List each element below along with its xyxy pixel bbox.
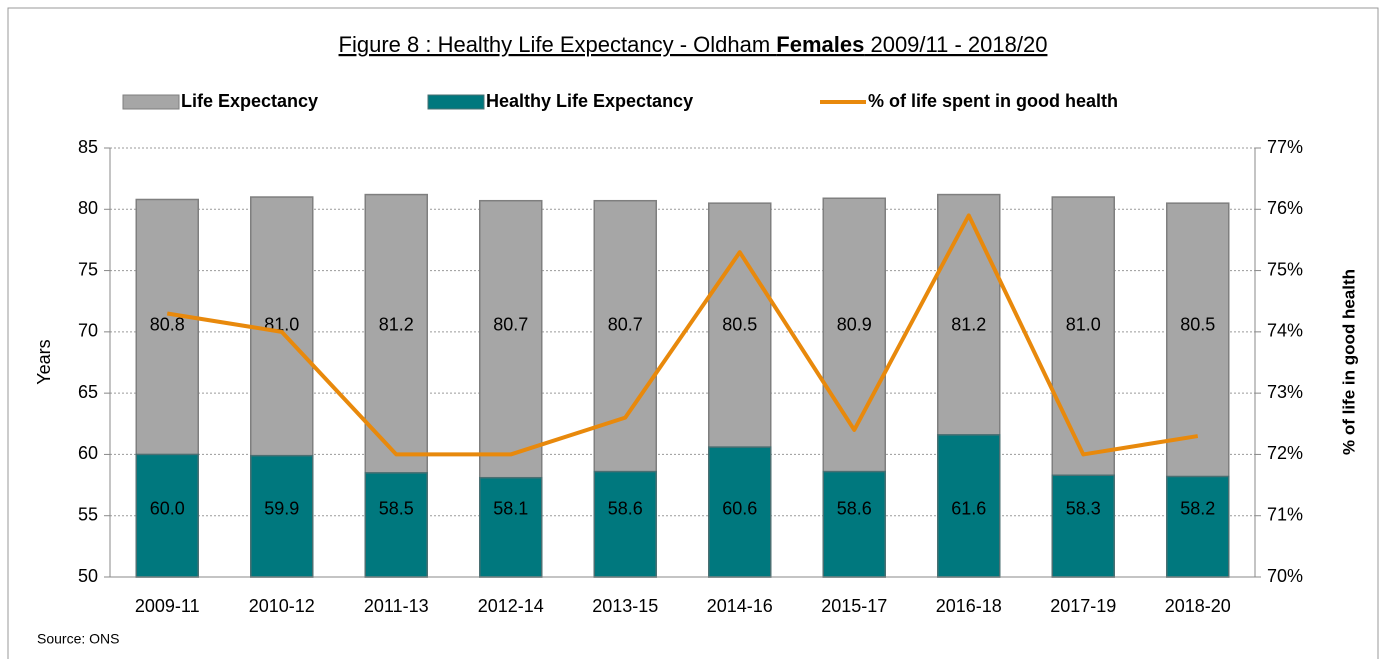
source: Source: ONS <box>37 631 119 647</box>
legend-swatch <box>122 94 180 110</box>
legend-swatch <box>427 94 485 110</box>
y2-tick-label: 71% <box>1267 504 1303 524</box>
bar <box>479 476 543 578</box>
y-axis-label: Years <box>34 339 54 384</box>
data-label: 60.0 <box>150 498 185 518</box>
y-tick-label: 85 <box>78 137 98 157</box>
legend-label: % of life spent in good health <box>868 91 1118 111</box>
bar <box>250 454 314 578</box>
y-tick-label: 80 <box>78 198 98 218</box>
title-part: 2009/11 - 2018/20 <box>864 32 1047 57</box>
y-tick-label: 55 <box>78 504 98 524</box>
data-label: 58.2 <box>1180 498 1215 518</box>
data-label: 58.5 <box>379 498 414 518</box>
bar <box>937 434 1001 578</box>
x-tick-label: 2010-12 <box>249 596 315 616</box>
y2-tick-label: 74% <box>1267 321 1303 341</box>
y-tick-label: 60 <box>78 443 98 463</box>
x-tick-label: 2015-17 <box>821 596 887 616</box>
y-tick-label: 75 <box>78 259 98 279</box>
data-label: 81.2 <box>379 314 414 334</box>
bar <box>1051 474 1115 578</box>
legend-label: Healthy Life Expectancy <box>486 91 693 111</box>
y2-tick-label: 73% <box>1267 382 1303 402</box>
y2-tick-label: 72% <box>1267 443 1303 463</box>
data-label: 58.6 <box>608 498 643 518</box>
data-label: 80.8 <box>150 314 185 334</box>
x-tick-label: 2009-11 <box>135 596 200 616</box>
line-series <box>166 213 1199 457</box>
x-tick-label: 2011-13 <box>364 596 429 616</box>
data-label: 59.9 <box>264 498 299 518</box>
y2-tick-label: 76% <box>1267 198 1303 218</box>
bar <box>822 470 886 578</box>
title-part: Females <box>776 32 864 57</box>
data-label: 80.5 <box>722 314 757 334</box>
data-label: 61.6 <box>951 498 986 518</box>
y-tick-label: 65 <box>78 382 98 402</box>
bar <box>1166 475 1230 578</box>
title-part: Figure 8 : Healthy Life Expectancy - Old… <box>339 32 777 57</box>
x-tick-label: 2016-18 <box>936 596 1002 616</box>
bar <box>135 453 199 578</box>
x-tick-label: 2017-19 <box>1050 596 1116 616</box>
x-tick-label: 2014-16 <box>707 596 773 616</box>
data-label: 81.0 <box>1066 314 1101 334</box>
x-tick-label: 2013-15 <box>592 596 658 616</box>
data-label: 80.9 <box>837 314 872 334</box>
y-tick-label: 50 <box>78 566 98 586</box>
chart-title: Figure 8 : Healthy Life Expectancy - Old… <box>339 32 1048 57</box>
data-label: 80.5 <box>1180 314 1215 334</box>
x-tick-label: 2018-20 <box>1165 596 1231 616</box>
chart-border <box>7 7 1379 659</box>
x-tick-label: 2012-14 <box>478 596 544 616</box>
data-label: 58.6 <box>837 498 872 518</box>
bar <box>708 446 772 578</box>
bar <box>593 470 657 578</box>
data-label: 81.2 <box>951 314 986 334</box>
y2-tick-label: 77% <box>1267 137 1303 157</box>
y-tick-label: 70 <box>78 321 98 341</box>
y2-tick-label: 70% <box>1267 566 1303 586</box>
data-label: 80.7 <box>493 314 528 334</box>
y2-axis-label: % of life in good health <box>1339 269 1358 455</box>
bar <box>364 472 428 578</box>
data-label: 80.7 <box>608 314 643 334</box>
legend-label: Life Expectancy <box>181 91 318 111</box>
data-label: 60.6 <box>722 498 757 518</box>
data-label: 58.1 <box>493 498 528 518</box>
data-label: 58.3 <box>1066 498 1101 518</box>
y2-tick-label: 75% <box>1267 259 1303 279</box>
